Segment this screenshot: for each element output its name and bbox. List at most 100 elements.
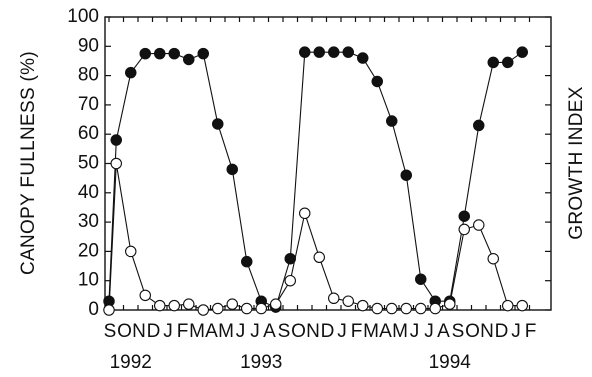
- data-point-open-circle: [472, 219, 485, 231]
- month-label: F: [525, 321, 537, 342]
- data-point-filled-circle: [371, 75, 383, 88]
- labels: 1992 1993 1994: [110, 352, 472, 373]
- data-point-open-circle: [125, 245, 137, 258]
- y-tick-label: 90: [78, 35, 99, 56]
- data-point-filled-circle: [183, 53, 195, 66]
- year-label: 1993: [240, 352, 282, 373]
- month-label: J: [410, 321, 420, 342]
- data-point-open-circle: [226, 298, 239, 310]
- data-point-filled-circle: [400, 169, 412, 181]
- y-tick-label: 0: [88, 299, 99, 320]
- data-point-filled-circle: [168, 47, 181, 60]
- data-point-open-circle: [516, 299, 528, 312]
- y-tick-label: 40: [78, 182, 99, 203]
- data-point-filled-circle: [110, 134, 123, 146]
- data-point-open-circle: [183, 298, 195, 310]
- data-point-open-circle: [501, 299, 514, 312]
- month-label: O: [291, 321, 306, 342]
- month-label: A: [205, 321, 218, 342]
- month-label: D: [147, 321, 161, 342]
- data-point-open-circle: [103, 304, 115, 316]
- data-point-open-circle: [429, 302, 441, 315]
- month-label: D: [495, 321, 509, 342]
- data-point-filled-circle: [356, 52, 369, 64]
- month-label: S: [104, 321, 117, 342]
- y-tick-label: 20: [78, 240, 99, 261]
- data-point-open-circle: [212, 302, 224, 315]
- data-point-open-circle: [110, 157, 123, 170]
- data-point-open-circle: [400, 302, 412, 315]
- month-label: J: [511, 321, 521, 342]
- month-label: M: [189, 321, 205, 342]
- data-point-filled-circle: [197, 47, 210, 60]
- plot-frame: [104, 16, 552, 311]
- data-point-filled-circle: [154, 47, 166, 60]
- data-point-open-circle: [385, 302, 398, 315]
- month-label: O: [465, 321, 480, 342]
- month-label: A: [379, 321, 392, 342]
- year-label: 1994: [429, 352, 472, 373]
- data-point-open-circle: [487, 252, 499, 265]
- data-point-open-circle: [298, 207, 311, 220]
- data-point-filled-circle: [472, 119, 485, 132]
- data-point-filled-circle: [226, 163, 239, 176]
- data-point-filled-circle: [342, 46, 354, 58]
- data-point-open-circle: [356, 299, 369, 312]
- month-label: M: [363, 321, 379, 342]
- month-label: N: [480, 321, 494, 342]
- y-axis-right-title: GROWTH INDEX: [566, 86, 587, 240]
- data-point-open-circle: [241, 302, 253, 315]
- y-tick-label: 30: [78, 211, 99, 232]
- data-point-open-circle: [269, 298, 282, 310]
- data-point-open-circle: [443, 298, 456, 310]
- data-point-filled-circle: [125, 66, 137, 79]
- month-label: S: [452, 321, 465, 342]
- month-label: A: [437, 321, 450, 342]
- data-point-open-circle: [414, 302, 427, 315]
- y-axis-left-title: CANOPY FULLNESS (%): [18, 51, 39, 275]
- data-point-filled-circle: [212, 118, 224, 130]
- y-tick-label: 70: [78, 94, 99, 115]
- data-point-open-circle: [371, 302, 383, 315]
- data-point-filled-circle: [458, 210, 470, 222]
- plot-area: [103, 46, 528, 316]
- month-label: M: [218, 321, 234, 342]
- month-label: J: [163, 321, 173, 342]
- data-point-open-circle: [139, 289, 152, 302]
- month-label: N: [306, 321, 320, 342]
- data-point-open-circle: [458, 223, 470, 236]
- y-tick-label: 50: [78, 153, 99, 174]
- year-label: 1992: [110, 352, 152, 373]
- month-label: O: [117, 321, 132, 342]
- month-label: J: [424, 321, 434, 342]
- data-point-open-circle: [327, 292, 340, 305]
- y-tick-label: 80: [78, 65, 99, 86]
- data-point-open-circle: [197, 304, 210, 316]
- month-label: A: [263, 321, 276, 342]
- data-point-open-circle: [284, 274, 296, 287]
- month-label: J: [250, 321, 260, 342]
- data-point-open-circle: [168, 299, 181, 312]
- data-point-open-circle: [313, 251, 325, 264]
- y-tick-label: 100: [67, 6, 99, 27]
- month-label: J: [236, 321, 246, 342]
- data-point-filled-circle: [385, 115, 398, 127]
- month-label: N: [132, 321, 146, 342]
- month-label: F: [351, 321, 363, 342]
- data-point-filled-circle: [313, 46, 325, 58]
- month-label: M: [392, 321, 408, 342]
- data-point-filled-circle: [298, 46, 311, 58]
- data-point-filled-circle: [284, 252, 296, 265]
- y-tick-label: 10: [78, 270, 99, 291]
- data-point-filled-circle: [327, 46, 340, 58]
- data-point-filled-circle: [139, 47, 152, 60]
- data-point-filled-circle: [487, 56, 499, 69]
- y-axis: 0 10 20 30 40 50 60 70 80 90 100: [67, 6, 551, 320]
- month-label: D: [321, 321, 335, 342]
- data-point-filled-circle: [241, 255, 253, 268]
- series-line-filled-circle: [108, 51, 523, 308]
- data-point-filled-circle: [516, 46, 528, 58]
- data-point-open-circle: [154, 299, 166, 312]
